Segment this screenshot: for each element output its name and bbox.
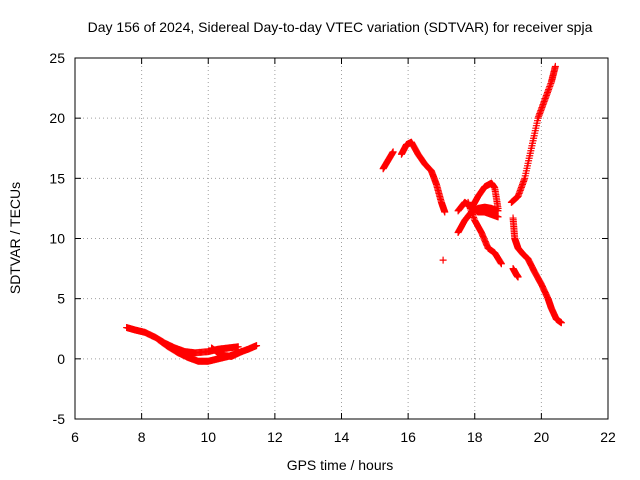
data-point-arc-d	[389, 148, 397, 156]
data-point-arc-l	[514, 273, 522, 281]
data-point-arc-i	[494, 204, 502, 212]
data-point-arc-a	[234, 343, 242, 351]
chart-title: Day 156 of 2024, Sidereal Day-to-day VTE…	[88, 19, 593, 35]
x-tick-label: 6	[71, 429, 79, 445]
y-tick-label: 15	[49, 170, 65, 186]
x-tick-label: 16	[400, 429, 416, 445]
data-point-arc-m	[551, 62, 559, 70]
x-tick-label: 10	[200, 429, 216, 445]
x-tick-label: 12	[267, 429, 283, 445]
data-point-arc-f	[439, 256, 447, 264]
y-tick-label: -5	[53, 411, 66, 427]
y-tick-label: 25	[49, 50, 65, 66]
y-tick-label: 0	[57, 351, 65, 367]
y-tick-label: 10	[49, 231, 65, 247]
x-tick-label: 20	[534, 429, 550, 445]
grid-lines	[75, 58, 608, 419]
data-point-arc-e	[441, 208, 449, 216]
y-tick-label: 20	[49, 110, 65, 126]
data-points	[123, 62, 565, 365]
data-point-arc-c	[238, 348, 246, 356]
x-tick-label: 8	[138, 429, 146, 445]
y-tick-labels: -5 0 5 10 15 20 25	[49, 50, 65, 427]
data-point-arc-j	[497, 260, 505, 268]
x-axis-label: GPS time / hours	[287, 457, 394, 473]
data-point-arc-b	[253, 342, 261, 350]
y-axis-label: SDTVAR / TECUs	[7, 182, 23, 294]
y-tick-label: 5	[57, 291, 65, 307]
x-tick-label: 22	[600, 429, 616, 445]
x-tick-label: 14	[334, 429, 350, 445]
x-tick-label: 18	[467, 429, 483, 445]
axis-ticks	[74, 57, 609, 420]
data-point-arc-g	[494, 213, 502, 221]
data-point-arc-k	[557, 319, 565, 327]
x-tick-labels: 6 8 10 12 14 16 18 20 22	[71, 429, 616, 445]
